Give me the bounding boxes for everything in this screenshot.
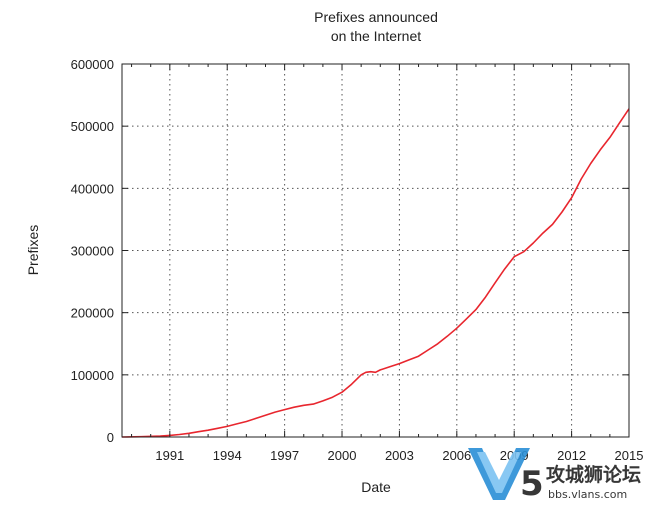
watermark-v-inner — [477, 452, 521, 493]
x-tick-label: 1997 — [270, 448, 299, 463]
x-tick-label: 1991 — [155, 448, 184, 463]
x-axis-tick-labels: 199119941997200020032006200920122015 — [155, 448, 643, 463]
series-group — [121, 108, 630, 438]
x-tick-label: 2015 — [615, 448, 644, 463]
x-tick-label: 2006 — [442, 448, 471, 463]
watermark-url: bbs.vlans.com — [548, 488, 627, 501]
prefixes-series-line — [121, 108, 630, 438]
y-axis-tick-labels: 0 100000 200000 300000 400000 500000 600000 — [71, 57, 114, 445]
y-tick-label: 0 — [107, 430, 114, 445]
grid — [122, 64, 629, 437]
chart-title-line-2: on the Internet — [331, 28, 421, 44]
chart-title: Prefixes announced on the Internet — [314, 9, 438, 44]
watermark-logo: 5 攻城狮论坛 bbs.vlans.com — [468, 448, 641, 504]
x-tick-label: 2000 — [328, 448, 357, 463]
watermark-five: 5 — [520, 464, 544, 504]
y-tick-label: 100000 — [71, 368, 114, 383]
y-tick-label: 600000 — [71, 57, 114, 72]
y-tick-label: 200000 — [71, 306, 114, 321]
y-tick-label: 300000 — [71, 244, 114, 259]
y-tick-label: 500000 — [71, 119, 114, 134]
x-tick-label: 1994 — [213, 448, 242, 463]
y-axis-label: Prefixes — [25, 225, 41, 276]
x-tick-label: 2012 — [557, 448, 586, 463]
x-tick-label: 2003 — [385, 448, 414, 463]
watermark-site-name: 攻城狮论坛 — [546, 463, 641, 486]
chart-title-line-1: Prefixes announced — [314, 9, 438, 25]
x-axis-label: Date — [361, 479, 391, 495]
axis-ticks — [122, 63, 630, 438]
y-tick-label: 400000 — [71, 181, 114, 196]
